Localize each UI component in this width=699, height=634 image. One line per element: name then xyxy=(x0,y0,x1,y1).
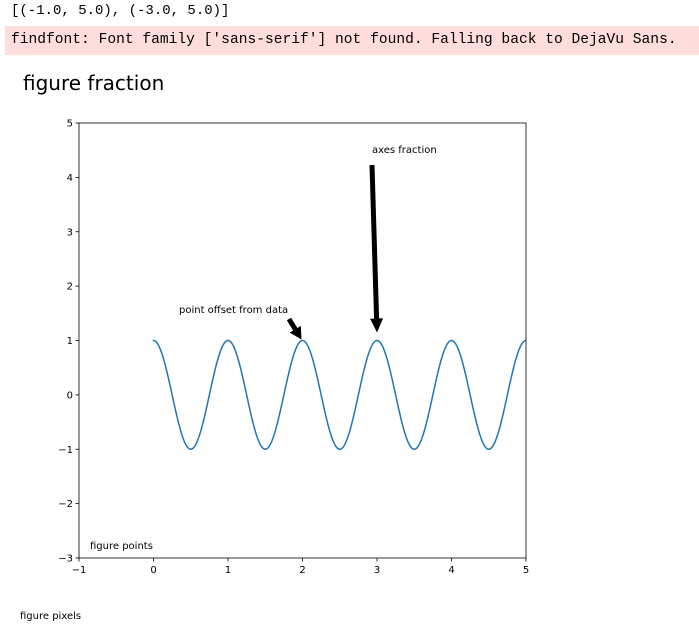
x-tick-label: 0 xyxy=(150,565,156,576)
y-tick-label: 2 xyxy=(67,282,73,293)
point-offset-label: point offset from data xyxy=(179,305,288,316)
stderr-warning-text: findfont: Font family ['sans-serif'] not… xyxy=(11,32,677,48)
figure-fraction-label: figure fraction xyxy=(23,71,164,95)
y-tick-label: −2 xyxy=(58,499,73,510)
x-tick-label: 1 xyxy=(225,565,231,576)
axes-fraction-label: axes fraction xyxy=(372,145,437,156)
y-tick-label: 4 xyxy=(67,173,73,184)
stdout-output: [(-1.0, 5.0), (-3.0, 5.0)] xyxy=(11,3,230,19)
x-tick-label: 2 xyxy=(299,565,305,576)
y-tick-label: −3 xyxy=(58,554,73,565)
y-tick-label: 3 xyxy=(67,227,73,238)
axes-fraction-arrow xyxy=(369,164,384,333)
x-tick-label: 5 xyxy=(523,565,529,576)
stderr-output-box: findfont: Font family ['sans-serif'] not… xyxy=(5,26,699,55)
x-tick-label: −1 xyxy=(72,565,87,576)
y-tick-label: 0 xyxy=(67,390,73,401)
y-tick-label: 1 xyxy=(67,336,73,347)
figure-pixels-label: figure pixels xyxy=(20,611,81,622)
x-tick-label: 4 xyxy=(448,565,454,576)
y-tick-label: 5 xyxy=(67,119,73,130)
figure-points-label: figure points xyxy=(90,541,153,552)
series-line xyxy=(152,339,527,450)
y-tick-label: −1 xyxy=(58,445,73,456)
point-offset-arrow xyxy=(286,317,302,340)
x-tick-label: 3 xyxy=(374,565,380,576)
